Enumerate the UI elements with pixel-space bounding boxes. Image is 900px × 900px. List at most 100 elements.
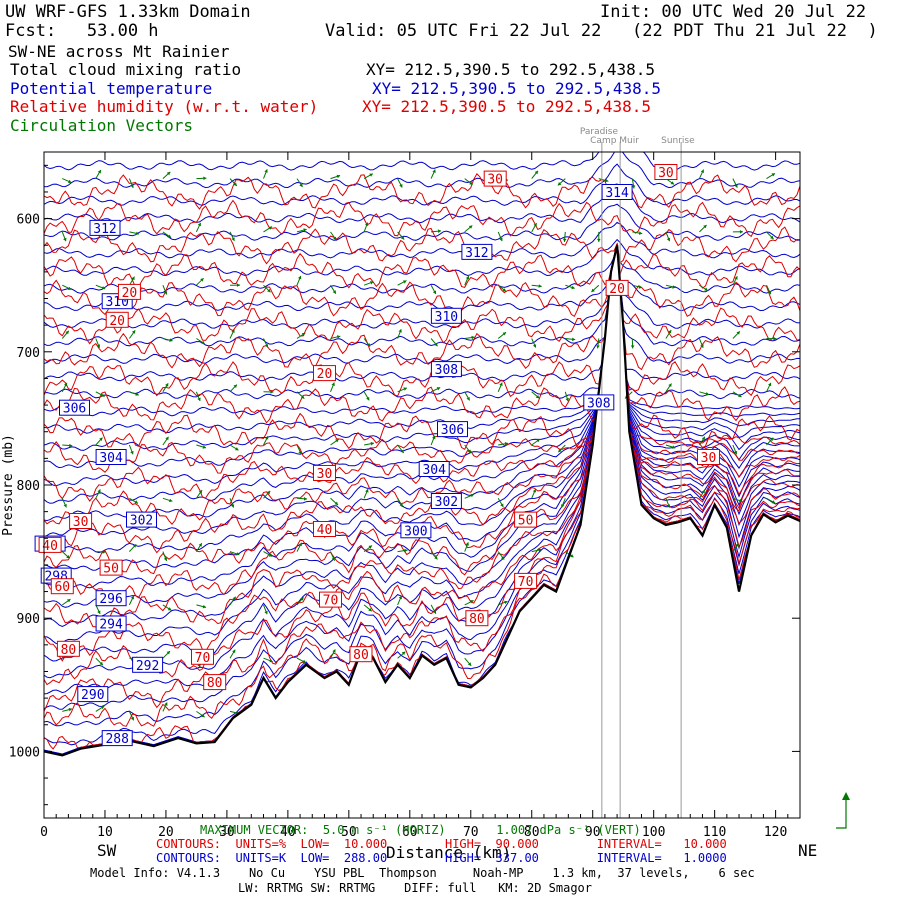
- rh-contour-label: 30: [701, 451, 717, 466]
- rh-contour-line: [44, 243, 800, 555]
- theta-contour-line: [44, 243, 800, 417]
- circulation-vector-head: [266, 490, 271, 495]
- theta-contour-line: [44, 243, 800, 312]
- footer-contours-theta: CONTOURS: UNITS=K LOW= 288.00 HIGH= 337.…: [156, 851, 727, 865]
- circulation-vector-head: [368, 608, 372, 612]
- theta-contour-label: 312: [93, 222, 116, 237]
- footer-contours-rh: CONTOURS: UNITS=% LOW= 10.000 HIGH= 90.0…: [156, 837, 727, 851]
- circulation-vector-head: [200, 278, 204, 282]
- circulation-vector-head: [670, 181, 675, 185]
- y-tick-label: 800: [17, 479, 40, 494]
- model-title: UW WRF-GFS 1.33km Domain: [5, 2, 251, 22]
- circulation-vector-head: [331, 557, 335, 561]
- x-tick-label: 60: [402, 825, 418, 840]
- circulation-vector-head: [572, 337, 576, 342]
- circulation-vector-head: [65, 330, 69, 335]
- circulation-vector-head: [561, 504, 565, 508]
- rh-contour-line: [44, 243, 800, 371]
- valid-time: Valid: 05 UTC Fri 22 Jul 22 (22 PDT Thu …: [325, 21, 878, 41]
- circulation-vector-head: [303, 497, 307, 501]
- circulation-vector-head: [99, 437, 103, 441]
- rh-contour-line: [44, 243, 800, 712]
- circulation-vector-head: [500, 556, 505, 560]
- circulation-vector-head: [233, 182, 237, 186]
- circulation-vector-head: [532, 344, 537, 348]
- circulation-vector-head: [68, 707, 72, 712]
- x-axis-label: Distance (km): [386, 843, 512, 862]
- rh-contour-line: [44, 243, 800, 662]
- circulation-vector-head: [96, 344, 101, 348]
- field-xy-theta: XY= 212.5,390.5 to 292.5,438.5: [372, 79, 661, 98]
- circulation-vector-head: [403, 280, 407, 284]
- x-tick-label: 110: [703, 825, 726, 840]
- theta-contour-label: 304: [422, 463, 446, 478]
- circulation-vector-head: [332, 290, 336, 294]
- circulation-vector-head: [534, 170, 538, 175]
- rh-contour-label: 80: [353, 648, 369, 663]
- circulation-vector-head: [401, 651, 406, 656]
- rh-contour-label-box: [465, 610, 489, 627]
- rh-contour-label-box: [56, 640, 80, 657]
- circulation-vector-head: [135, 392, 139, 396]
- circulation-vector-head: [705, 392, 709, 396]
- circulation-vector-head: [268, 226, 272, 230]
- circulation-vector-head: [230, 504, 235, 508]
- circulation-vector-head: [532, 489, 537, 493]
- circulation-vector-head: [68, 179, 72, 184]
- circulation-vector-head: [163, 557, 168, 561]
- circulation-vector-head: [333, 236, 337, 241]
- circulation-vector-head: [398, 595, 402, 600]
- circulation-vector-head: [202, 604, 207, 609]
- rh-contour-line: [44, 243, 800, 345]
- theta-contour-label-box: [430, 307, 462, 324]
- field-label-theta: Potential temperature: [10, 79, 213, 98]
- circulation-vector-head: [365, 489, 369, 493]
- x-tick-label: 90: [585, 825, 601, 840]
- rh-contour-label: 30: [487, 173, 503, 188]
- circulation-vector-head: [733, 450, 738, 455]
- circulation-vector-head: [300, 597, 304, 601]
- circulation-vector-head: [404, 548, 408, 553]
- theta-contour-line: [44, 243, 800, 400]
- theta-contour-line: [44, 238, 800, 277]
- theta-contour-label: 294: [99, 618, 123, 633]
- rh-contour-label: 40: [42, 539, 58, 554]
- theta-contour-line: [44, 243, 800, 538]
- circulation-vector-head: [434, 342, 438, 347]
- footer-physics: LW: RRTMG SW: RRTMG DIFF: full KM: 2D Sm…: [238, 881, 593, 895]
- theta-contour-line: [44, 243, 800, 628]
- circulation-vector-head: [270, 390, 274, 394]
- circulation-vector-head: [596, 345, 600, 349]
- theta-contour-label: 310: [435, 310, 458, 325]
- rh-contour-label-box: [50, 578, 74, 595]
- circulation-vector-head: [100, 706, 105, 710]
- rh-contour-line: [44, 243, 800, 289]
- theta-contour-label: 300: [404, 524, 427, 539]
- circulation-vector-head: [131, 330, 136, 334]
- circulation-vector-head: [269, 659, 273, 663]
- theta-contour-line: [44, 243, 800, 608]
- theta-contour-line: [44, 203, 800, 241]
- circulation-vector-head: [97, 610, 101, 614]
- circulation-vector-head: [164, 702, 168, 706]
- landmark-label: Sunrise: [661, 136, 695, 146]
- circulation-vector-head: [302, 659, 306, 663]
- y-tick-label: 700: [17, 346, 40, 361]
- theta-contour-label-box: [95, 615, 127, 632]
- circulation-vector-head: [232, 649, 236, 654]
- rh-contour-label: 20: [109, 314, 125, 329]
- circulation-vector-head: [369, 173, 373, 177]
- rh-contour-label: 80: [207, 676, 223, 691]
- theta-contour-label-box: [101, 730, 133, 747]
- field-xy-rh: XY= 212.5,390.5 to 292.5,438.5: [362, 97, 651, 116]
- circulation-vector-head: [231, 237, 235, 241]
- circulation-vector-head: [169, 498, 173, 503]
- circulation-vector-head: [337, 335, 341, 339]
- rh-contour-label: 30: [73, 515, 89, 530]
- theta-contour-line: [44, 243, 800, 662]
- theta-contour-label: 302: [130, 514, 153, 529]
- circulation-vector-head: [570, 554, 574, 558]
- rh-contour-label: 50: [518, 514, 534, 529]
- circulation-vector-head: [63, 237, 67, 242]
- rh-contour-label-box: [203, 674, 227, 691]
